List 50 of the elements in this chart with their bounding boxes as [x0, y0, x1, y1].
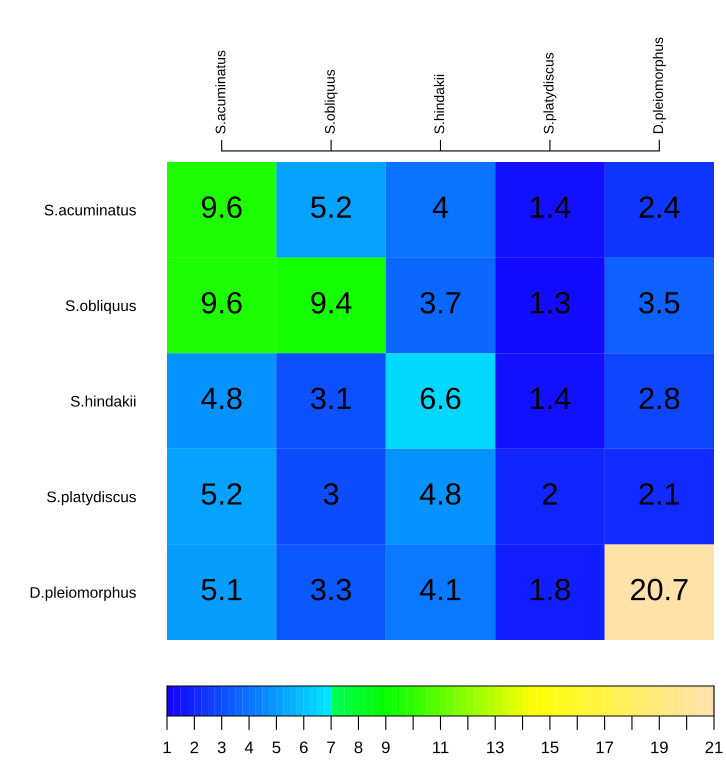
- color-bar-label: 3: [218, 741, 226, 754]
- color-bar-label: 19: [651, 741, 668, 754]
- y-tick-label: S.hindakii: [70, 395, 136, 407]
- color-bar-label: 2: [190, 741, 198, 754]
- color-bar-label: 11: [433, 742, 448, 754]
- data-label: 6.6: [420, 388, 460, 410]
- color-bar-label: 13: [487, 741, 504, 754]
- x-tick-label: S.acuminatus: [215, 50, 226, 134]
- data-label: 2: [542, 483, 557, 504]
- data-label: 5.2: [311, 196, 351, 218]
- data-label: 3.5: [639, 292, 680, 314]
- data-label: 2.8: [640, 388, 680, 410]
- color-bar-label: 5: [272, 742, 280, 754]
- data-label: 5.1: [202, 579, 242, 600]
- color-bar-label: 6: [300, 741, 308, 754]
- data-label: 1.3: [530, 292, 570, 314]
- color-bar-label: 9: [382, 741, 390, 754]
- data-label: 3.7: [420, 292, 460, 314]
- x-tick-label: S.obliquus: [324, 70, 338, 134]
- color-bar-label: 4: [244, 742, 254, 754]
- data-label: 3.3: [311, 578, 351, 600]
- data-label: 9.4: [311, 292, 352, 314]
- y-tick-label: S.obliquus: [66, 300, 136, 314]
- color-bar-label: 7: [327, 742, 335, 754]
- data-label: 1.8: [530, 578, 570, 600]
- x-tick-label: S.hindakii: [434, 74, 444, 134]
- y-tick-label: D.pleiomorphus: [30, 586, 136, 601]
- color-bar-label: 15: [542, 742, 558, 754]
- data-label: 2.4: [640, 196, 680, 218]
- data-label: 4.1: [420, 579, 460, 600]
- data-label: 9.6: [202, 196, 242, 218]
- data-label: 3: [324, 483, 338, 505]
- data-label: 9.6: [202, 292, 242, 314]
- color-bar-label: 1: [164, 742, 171, 754]
- data-label: 5.2: [202, 483, 242, 505]
- data-label: 3.1: [311, 388, 351, 410]
- color-bar-label: 8: [354, 741, 362, 754]
- color-bar-label: 21: [706, 741, 722, 754]
- y-tick-label: S.platydiscus: [47, 491, 136, 506]
- data-label: 20.7: [631, 578, 688, 600]
- y-tick-label: S.acuminatus: [44, 204, 136, 216]
- x-tick-label: D.pleiomorphus: [652, 37, 666, 134]
- data-label: 4.8: [201, 388, 242, 410]
- data-label: 1.4: [530, 388, 570, 409]
- color-bar-label: 17: [596, 742, 614, 754]
- data-label: 4: [432, 196, 448, 218]
- x-tick-label: S.platydiscus: [543, 52, 556, 134]
- data-label: 4.8: [420, 483, 460, 505]
- data-label: 2.1: [640, 483, 680, 504]
- data-label: 1.4: [530, 196, 570, 218]
